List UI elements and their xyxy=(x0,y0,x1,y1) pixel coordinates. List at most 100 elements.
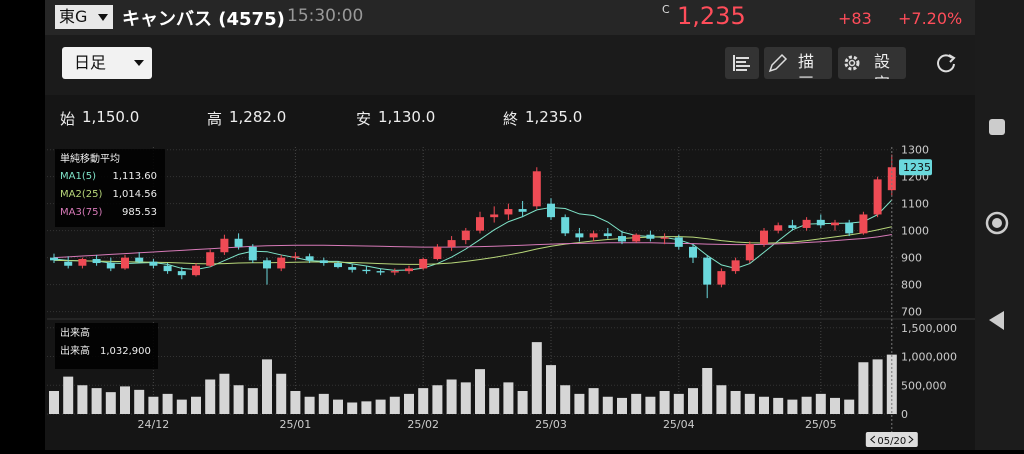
nav-bar xyxy=(975,0,1024,450)
candle-body xyxy=(717,271,726,285)
volume-bar xyxy=(787,399,798,414)
ohlc-value: 1,150.0 xyxy=(82,108,140,126)
candle-body xyxy=(674,237,683,247)
candle-body xyxy=(305,256,314,261)
volume-bar xyxy=(773,397,784,414)
candle-body xyxy=(532,171,541,207)
y-tick-label: 1100 xyxy=(901,198,929,211)
price-tag: 1235 xyxy=(903,161,931,174)
x-tick-label: 25/03 xyxy=(535,418,567,431)
market-select[interactable]: 東G xyxy=(55,5,113,29)
candle-body xyxy=(490,214,499,218)
toolbar: 日足 描画 設定 xyxy=(45,35,975,95)
volume-bar xyxy=(432,385,443,414)
volume-bar xyxy=(105,392,116,414)
volume-bar xyxy=(404,393,414,414)
change: +83 xyxy=(838,9,872,28)
volume-bar xyxy=(489,388,500,414)
y-tick-label: 1,500,000 xyxy=(901,322,957,335)
nav-icons xyxy=(985,119,1009,330)
x-tick-label: 25/02 xyxy=(407,418,439,431)
candle-body xyxy=(816,219,825,226)
period-select[interactable]: 日足 xyxy=(62,47,152,79)
volume-bar xyxy=(247,388,258,414)
candle-body xyxy=(163,265,172,272)
candle-body xyxy=(760,230,768,245)
volume-bar xyxy=(233,385,244,414)
volume-bar xyxy=(546,365,556,414)
market: 東G xyxy=(59,7,88,26)
volume-bar xyxy=(290,391,301,414)
moving-average xyxy=(53,226,892,265)
caret xyxy=(134,60,144,66)
volume-bar xyxy=(91,388,102,414)
volume-bar xyxy=(602,396,613,414)
candle-body xyxy=(419,258,428,269)
draw-label: 描画 xyxy=(798,52,815,79)
volume-bar xyxy=(844,399,855,414)
y-tick-label: 0 xyxy=(901,408,908,421)
volume-bar xyxy=(361,401,372,414)
candle-body xyxy=(859,214,868,234)
volume-bar xyxy=(673,393,684,414)
cursor-arrow xyxy=(870,435,914,444)
candle-body xyxy=(206,252,215,266)
indicator-button[interactable] xyxy=(725,47,759,79)
volume-bar xyxy=(134,389,145,414)
candle-body xyxy=(248,246,257,261)
candle-body xyxy=(78,258,87,266)
candle-body xyxy=(802,219,811,228)
candle-body xyxy=(731,260,740,272)
candle-body xyxy=(64,261,73,266)
volume-bar xyxy=(460,382,471,414)
volume-bar xyxy=(588,388,599,414)
legend-name: MA3(75) xyxy=(60,207,102,218)
draw-button[interactable]: 描画 xyxy=(764,47,832,79)
refresh-button[interactable] xyxy=(935,52,957,74)
volume-bar xyxy=(120,386,130,414)
candle-body xyxy=(575,233,584,238)
legend-value: 1,032,900 xyxy=(100,346,151,357)
candle-body xyxy=(390,271,399,273)
candle-body xyxy=(220,238,229,253)
volume-bar xyxy=(475,369,485,414)
candle-body xyxy=(689,246,697,258)
ohlc-label: 始 xyxy=(60,110,76,128)
candle-body xyxy=(149,261,158,266)
candle-body xyxy=(447,240,456,247)
candle-body xyxy=(234,238,243,247)
ohlc-value: 1,282.0 xyxy=(229,108,287,126)
x-tick-label: 25/05 xyxy=(805,418,837,431)
x-tick-label: 25/01 xyxy=(280,418,312,431)
candle-body xyxy=(121,257,129,269)
volume-bar xyxy=(191,396,201,414)
volume-bar xyxy=(759,396,769,414)
candle-body xyxy=(831,222,839,226)
candle-body xyxy=(291,256,300,258)
candle-body xyxy=(603,233,612,237)
legend-value: 1,014.56 xyxy=(112,189,157,200)
price-tag-box xyxy=(899,159,932,176)
candle-body xyxy=(433,246,442,259)
legend-name: MA1(5) xyxy=(60,171,96,182)
candle-body xyxy=(50,257,58,261)
cursor-label: 05/20 xyxy=(877,436,906,447)
volume-bar xyxy=(830,397,840,414)
volume-bar xyxy=(347,402,358,414)
volume-bar xyxy=(276,373,287,414)
candle-body xyxy=(334,263,342,268)
candle-body xyxy=(192,265,200,276)
volume-bar xyxy=(148,396,159,414)
settings-button[interactable]: 設定 xyxy=(838,47,906,79)
header-bar: 東G キャンバス (4575) 15:30:00 C 1,235 +83 +7.… xyxy=(45,0,975,35)
volume-bar xyxy=(815,393,826,414)
volume-bar xyxy=(77,385,88,414)
pencil-icon xyxy=(768,53,788,73)
volume-bar xyxy=(389,396,400,414)
y-tick-label: 800 xyxy=(901,279,922,292)
legend-name: 出来高 xyxy=(60,344,90,357)
candle-body xyxy=(589,233,598,238)
stock-name: キャンバス (4575) xyxy=(122,9,285,30)
volume-bar xyxy=(318,393,329,414)
